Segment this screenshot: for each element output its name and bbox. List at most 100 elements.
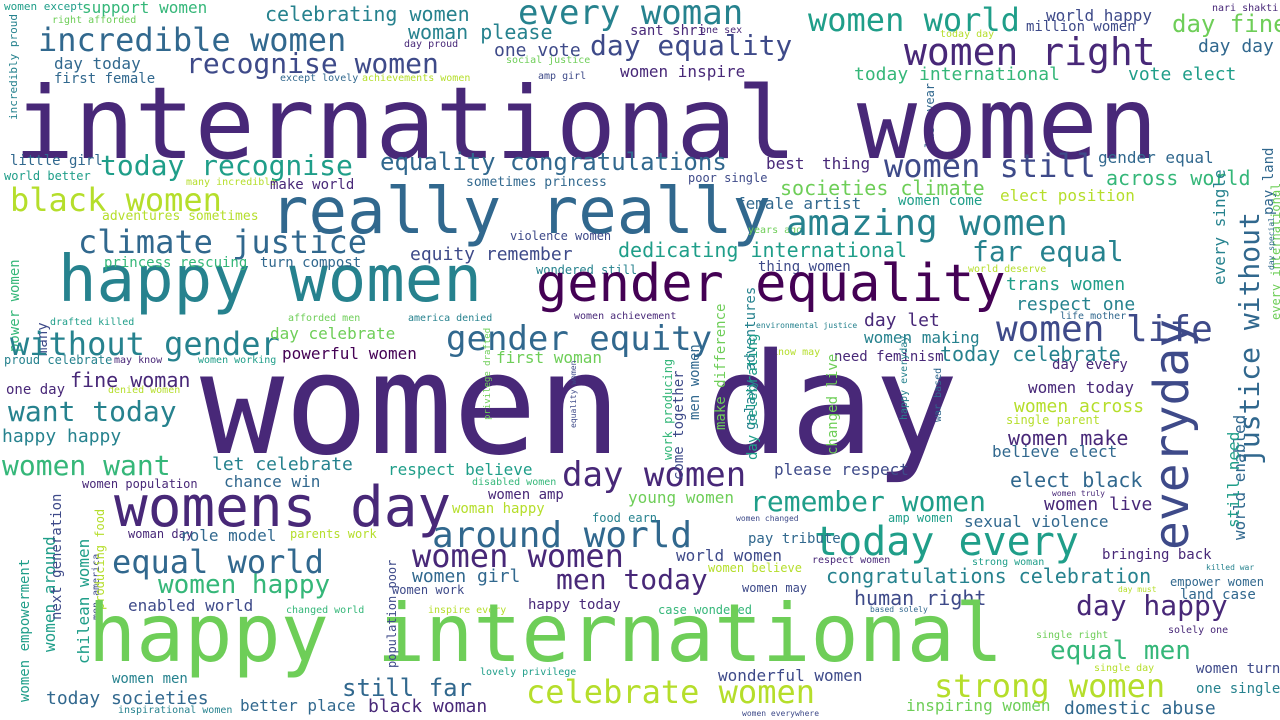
word-human-right: human right: [854, 586, 987, 610]
word-day-proud: day proud: [404, 39, 459, 50]
word-first-woman: first woman: [496, 348, 602, 367]
word-every-single: every single: [1210, 169, 1229, 285]
word-womens-day: womens day: [114, 475, 452, 540]
word-women-turn: women turn: [1196, 661, 1280, 677]
word-celebrating-women: celebrating women: [265, 2, 470, 26]
word-princess-rescuing: princess rescuing: [104, 255, 248, 271]
word-women-girl: women girl: [412, 566, 521, 587]
word-women-inspire: women inspire: [620, 62, 746, 81]
word-women-make: women make: [1008, 426, 1129, 450]
word-today-international: today international: [854, 64, 1060, 85]
word-social-justice: social justice: [506, 55, 591, 66]
word-women-everywhere: women everywhere: [742, 709, 820, 718]
word-sant-shri: sant shri: [630, 23, 706, 39]
word-equal-world: equal world: [112, 543, 324, 581]
word-day-every: day every: [1052, 357, 1128, 373]
word-equality-women: equality women: [569, 360, 578, 428]
word-amazing-women: amazing women: [786, 203, 1068, 244]
word-equality-congratulations: equality congratulations: [380, 148, 727, 176]
word-gender-equal: gender equal: [1098, 148, 1214, 167]
word-day-let: day let: [864, 310, 940, 331]
word-women-world: women world: [808, 1, 1020, 39]
word-believe-elect: believe elect: [992, 442, 1118, 461]
word-amp-girl: amp girl: [538, 71, 587, 82]
word-poor-single: poor single: [688, 171, 768, 185]
word-women-still: women still: [884, 147, 1096, 185]
word-turn-compost: turn compost: [260, 255, 362, 271]
word-around-world: around world: [432, 515, 693, 556]
word-climate-justice: climate justice: [78, 223, 367, 261]
word-women-achievement: women achievement: [574, 311, 677, 322]
word-war-based: war based: [933, 367, 944, 422]
word-strong-women: strong women: [934, 667, 1166, 705]
word-celebrate-women: celebrate women: [526, 673, 815, 711]
word-day-must: day must: [1118, 585, 1157, 594]
word-day-celebrating: day celebrating: [745, 333, 761, 460]
word-wondered-still: wondered still: [536, 263, 638, 277]
word-world-happy: world happy: [1046, 6, 1152, 25]
word-women-life: women life: [996, 309, 1213, 350]
word-empower-women: empower women: [1170, 575, 1264, 589]
word-black-women: black women: [10, 181, 222, 219]
word-recognise-women: recognise women: [186, 47, 439, 80]
word-make-difference: make difference: [713, 303, 729, 430]
word-international-women: international women: [14, 65, 1158, 182]
word-happy-international: happy international: [88, 587, 1004, 680]
word-congratulations-celebration: congratulations celebration: [826, 564, 1152, 588]
word-women-women: women women: [412, 537, 624, 575]
word-women-day: women day: [200, 324, 959, 487]
word-changed-live: changed live: [825, 353, 841, 455]
word-gender-equality: gender equality: [536, 254, 1006, 314]
word-please-respect: please respect: [774, 460, 909, 479]
word-role-model: role model: [180, 526, 277, 545]
word-disabled-women: disabled women: [472, 477, 557, 488]
word-single-right: single right: [1036, 630, 1109, 641]
word-elect-black: elect black: [1010, 468, 1143, 492]
word-adventures-sometimes: adventures sometimes: [102, 209, 259, 224]
word-societies-climate: societies climate: [780, 176, 985, 200]
word-men-women: men women: [687, 344, 703, 420]
word-women-working: women working: [198, 355, 277, 366]
word-every-woman: every woman: [518, 0, 744, 33]
word-across-world: across world: [1106, 166, 1251, 190]
word-woman-happy: woman happy: [452, 501, 545, 517]
word-domestic-abuse: domestic abuse: [1064, 698, 1216, 719]
word-proud-celebrate: proud celebrate: [4, 353, 113, 367]
word-killed-war: killed war: [1206, 563, 1255, 572]
word-today-every: today every: [814, 519, 1079, 565]
word-sometimes-princess: sometimes princess: [466, 175, 607, 190]
word-food-earn: food earn: [592, 511, 658, 525]
word-many-incredible: many incredible: [186, 177, 277, 188]
word-single-day: single day: [1094, 663, 1155, 674]
word-right-afforded: right afforded: [52, 15, 137, 26]
word-without-gender: without gender: [10, 325, 280, 363]
word-best: best: [766, 154, 805, 173]
word-still-need: still need: [1224, 431, 1243, 528]
word-solely-one: solely one: [1168, 625, 1229, 636]
word-today-recognise: today recognise: [100, 149, 353, 182]
word-women-amp: women amp: [488, 487, 564, 503]
word-support-women: support women: [82, 0, 208, 17]
word-need-feminism: need feminism: [834, 349, 944, 365]
word-fine-woman: fine woman: [70, 368, 191, 392]
word-women-empowerment: women empowerment: [17, 558, 33, 702]
word-trans-women: trans women: [1006, 274, 1126, 295]
word-based-solely: based solely: [870, 605, 928, 614]
word-gender-equity: gender equity: [446, 319, 713, 359]
word-population-poor: population poor: [385, 559, 399, 668]
word-know-may: know may: [772, 347, 821, 358]
word-women-men: women men: [112, 671, 188, 687]
word-one-sex: one sex: [700, 25, 743, 36]
word-today-day: today day: [940, 29, 995, 40]
word-day-celebrate: day celebrate: [270, 324, 396, 343]
word-day-equality: day equality: [590, 29, 793, 62]
word-respect-women: respect women: [812, 555, 891, 566]
word-thing: thing: [822, 154, 871, 173]
word-except-lovely: except lovely: [280, 73, 359, 84]
word-environmental-justice: environmental justice: [756, 321, 858, 330]
word-happy-everyday: happy everyday: [899, 335, 910, 420]
word-women-want: women want: [2, 449, 171, 482]
word-today-societies: today societies: [46, 688, 209, 709]
word-vote-elect: vote elect: [1128, 64, 1237, 85]
